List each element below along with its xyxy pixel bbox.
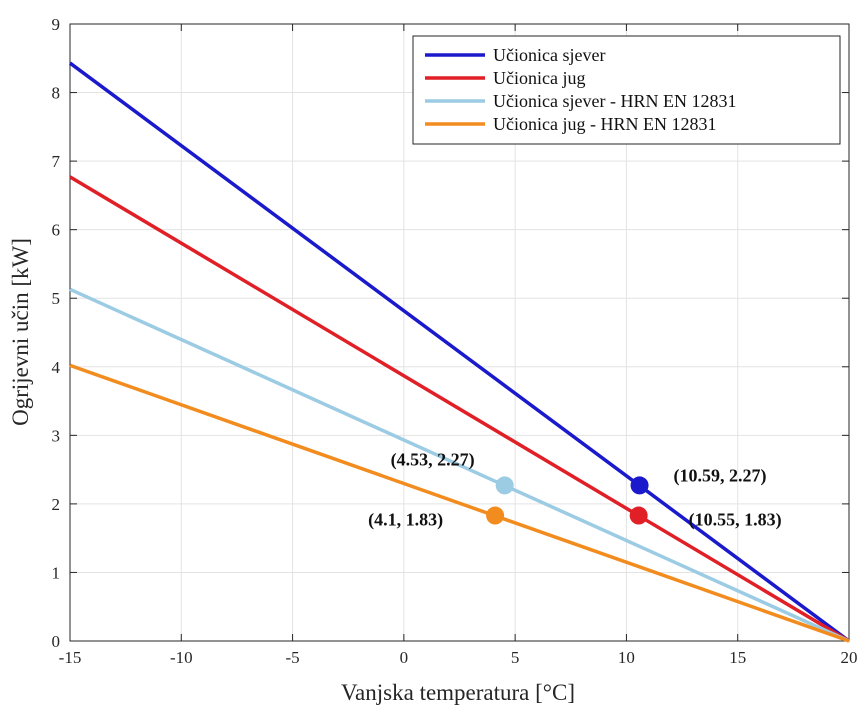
y-tick-label: 3: [52, 426, 61, 445]
data-point-label: (4.53, 2.27): [391, 449, 475, 470]
x-axis-label: Vanjska temperatura [°C]: [341, 680, 575, 705]
data-point-marker: [630, 476, 649, 495]
x-tick-label: 0: [400, 648, 409, 667]
legend-label: Učionica sjever: [493, 45, 605, 65]
data-point-label: (10.55, 1.83): [689, 510, 782, 531]
y-tick-label: 6: [52, 221, 61, 240]
highlight-points: (10.59, 2.27) (10.55, 1.83) (4.53, 2.27) (4…: [368, 449, 782, 530]
legend-label: Učionica sjever - HRN EN 12831: [493, 91, 736, 111]
y-tick-label: 4: [52, 358, 61, 377]
x-tick-label: 20: [841, 648, 858, 667]
y-axis-label: Ogrijevni učin [kW]: [8, 238, 33, 426]
x-tick-label: 5: [511, 648, 520, 667]
y-tick-label: 7: [52, 152, 61, 171]
data-point-marker: [629, 506, 648, 525]
axes: -15 -10 -5 0 5 10 15 20 0 1 2 3 4 5 6 7 8 9: [52, 15, 858, 667]
series-line: [68, 61, 851, 643]
x-tick-label: 10: [618, 648, 635, 667]
series-line: [69, 287, 850, 643]
x-tick-label: -15: [59, 648, 82, 667]
y-tick-label: 1: [52, 563, 61, 582]
y-tick-label: 5: [52, 289, 61, 308]
series-line: [69, 175, 850, 643]
data-point-label: (10.59, 2.27): [674, 465, 767, 486]
y-tick-label: 8: [52, 84, 61, 103]
legend-label: Učionica jug - HRN EN 12831: [493, 114, 716, 134]
y-tick-label: 2: [52, 495, 61, 514]
legend: Učionica sjever Učionica jug Učionica sjev…: [412, 35, 841, 145]
x-tick-label: -5: [285, 648, 299, 667]
plot-frame: [69, 23, 850, 642]
data-point-marker: [486, 506, 505, 525]
legend-label: Učionica jug: [493, 68, 585, 88]
y-tick-label: 0: [52, 632, 61, 651]
series-line: [69, 363, 850, 643]
x-tick-label: -10: [170, 648, 193, 667]
y-tick-label: 9: [52, 15, 61, 34]
series-lines: [68, 61, 851, 643]
data-point-marker: [495, 476, 514, 495]
x-tick-label: 15: [729, 648, 746, 667]
data-point-label: (4.1, 1.83): [368, 510, 443, 531]
